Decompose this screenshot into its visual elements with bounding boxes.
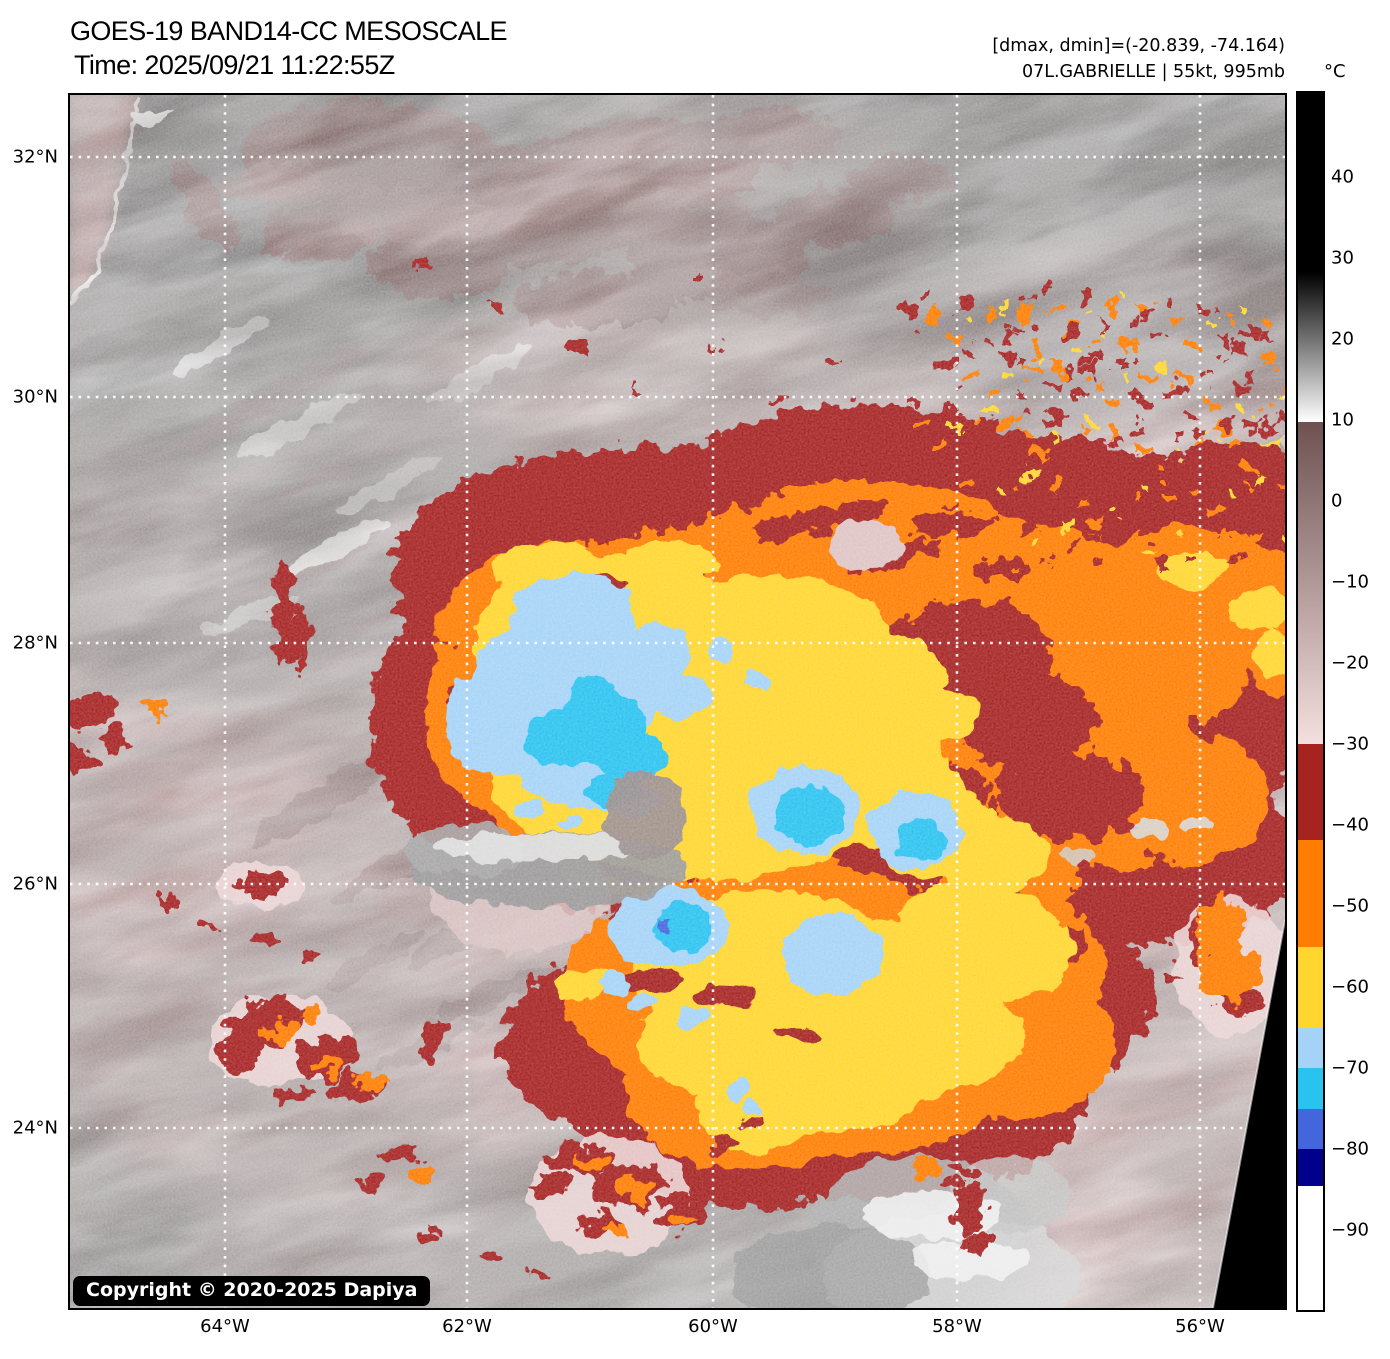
colorbar-tick-label: −50 [1331, 895, 1369, 917]
lon-tick-label: 60°W [688, 1316, 738, 1337]
annotation-block: [dmax, dmin]=(-20.839, -74.164) 07L.GABR… [992, 33, 1285, 85]
lon-tick-label: 56°W [1175, 1316, 1225, 1337]
dmax-dmin-label: [dmax, dmin]=(-20.839, -74.164) [992, 36, 1285, 56]
colorbar-tick-label: 20 [1331, 328, 1354, 350]
satellite-image [70, 95, 1285, 1308]
colorbar-tick-label: 40 [1331, 166, 1354, 188]
colorbar-tick-label: −40 [1331, 814, 1369, 836]
no-data-wedge [1212, 919, 1285, 1308]
lat-tick-label: 24°N [12, 1117, 58, 1139]
colorbar-tick-label: 10 [1331, 409, 1354, 431]
lon-tick-label: 62°W [442, 1316, 492, 1337]
colorbar-tick-label: 0 [1331, 490, 1343, 512]
colorbar-tick-label: −90 [1331, 1219, 1369, 1241]
time-label: Time: 2025/09/21 11:22:55Z [74, 50, 395, 80]
sensor-grain [70, 95, 1285, 1308]
colorbar [1296, 91, 1325, 1312]
colorbar-tick-label: −60 [1331, 976, 1369, 998]
colorbar-tick-label: −70 [1331, 1057, 1369, 1079]
copyright-badge: Copyright © 2020-2025 Dapiya [73, 1276, 431, 1306]
lon-tick-label: 64°W [200, 1316, 250, 1337]
map-canvas: Copyright © 2020-2025 Dapiya [68, 93, 1287, 1310]
lon-tick-label: 58°W [932, 1316, 982, 1337]
colorbar-tick-label: −20 [1331, 652, 1369, 674]
colorbar-tick-label: −80 [1331, 1138, 1369, 1160]
page-title: GOES-19 BAND14-CC MESOSCALE [70, 16, 508, 46]
lat-tick-label: 26°N [12, 873, 58, 895]
colorbar-tick-label: 30 [1331, 247, 1354, 269]
lat-tick-label: 28°N [12, 632, 58, 654]
storm-info-label: 07L.GABRIELLE | 55kt, 995mb [1021, 62, 1285, 82]
lat-tick-label: 30°N [12, 386, 58, 408]
lat-tick-label: 32°N [12, 146, 58, 168]
colorbar-unit-label: °C [1324, 61, 1346, 82]
colorbar-tick-label: −10 [1331, 571, 1369, 593]
colorbar-tick-label: −30 [1331, 733, 1369, 755]
